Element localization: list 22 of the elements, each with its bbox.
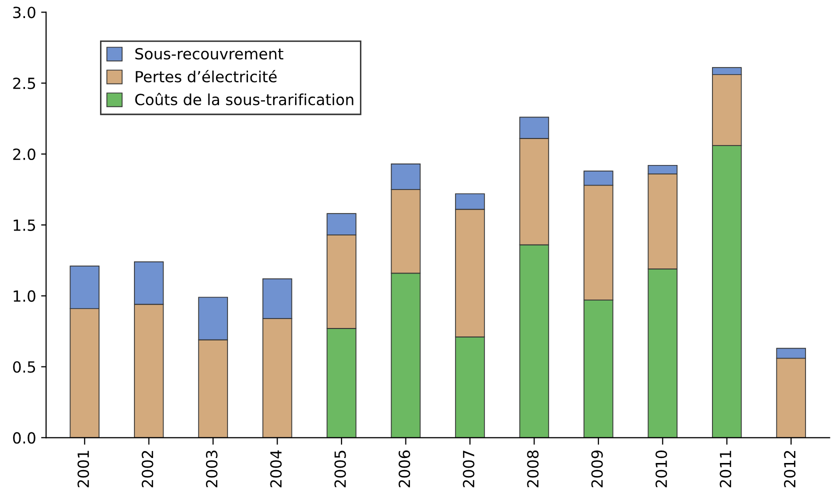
x-tick-label: 2007 [462,450,474,488]
x-tick-label: 2008 [527,450,539,488]
y-tick-label: 1.5 [14,220,36,231]
legend-label: Sous-recouvrement [135,48,284,60]
y-tick-label: 0.5 [13,361,36,373]
y-tick-label: 3.0 [13,6,36,18]
x-tick-label: 2005 [334,450,346,488]
x-tick-label: 2003 [206,450,218,488]
x-tick-label: 2001 [78,450,90,488]
legend-label: Coûts de la sous-trarification [135,92,354,106]
y-tick-label: 2.5 [13,78,36,90]
x-tick-label: 2002 [142,450,154,488]
x-tick-label: 2011 [720,450,732,488]
x-tick-label: 2012 [784,450,796,488]
x-tick-label: 2004 [270,450,282,488]
y-tick-label: 0.0 [13,432,36,444]
legend-label: Pertes d’électricité [136,70,277,82]
y-tick-label: 1.0 [14,290,36,302]
x-tick-label: 2006 [398,450,410,488]
x-tick-label: 2010 [656,450,668,488]
x-tick-label: 2009 [591,450,603,488]
y-tick-label: 2.0 [13,148,36,160]
